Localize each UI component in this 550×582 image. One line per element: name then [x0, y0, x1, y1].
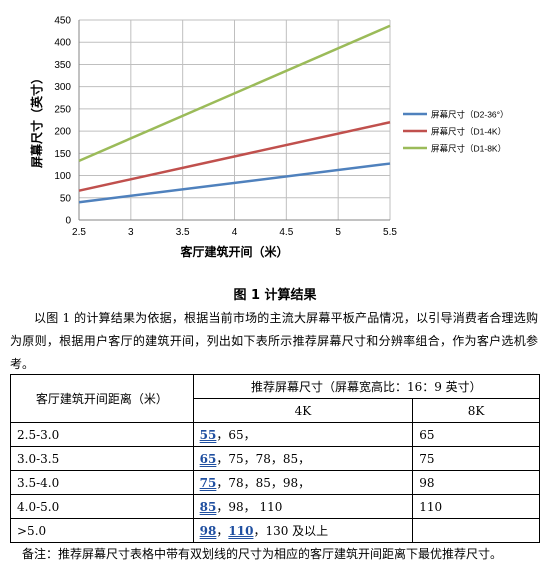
- distance-cell: 4.0-5.0: [10, 494, 194, 519]
- x-tick-label: 3.5: [176, 227, 190, 238]
- table-row: 4.0-5.0 85，98， 110 110: [10, 494, 540, 519]
- x-axis-title: 客厅建筑开间（米）: [179, 244, 288, 259]
- footnote: 备注：推荐屏幕尺寸表格中带有双划线的尺寸为相应的客厅建筑开间距离下最优推荐尺寸。: [22, 547, 503, 561]
- y-tick-label: 250: [54, 104, 71, 115]
- table-row: >5.0 98，110，130 及以上: [10, 518, 540, 543]
- figure-caption: 图 1 计算结果: [233, 288, 317, 303]
- legend-label: 屏幕尺寸（D2-36°）: [431, 110, 509, 120]
- table-row: 2.5-3.0 55，65， 65: [10, 422, 540, 447]
- sizes-8k-cell: 75: [412, 446, 540, 471]
- x-tick-label: 5: [335, 227, 341, 238]
- x-tick-label: 4: [232, 227, 238, 238]
- series-line: [78, 24, 391, 163]
- distance-cell: 2.5-3.0: [10, 422, 194, 447]
- y-tick-label: 100: [54, 171, 71, 182]
- distance-cell: 3.0-3.5: [10, 446, 194, 471]
- chart: 0 50 100 150 200 250 300 350 400 450 2.5 3 3.5 4 4.5 5 5…: [29, 16, 509, 260]
- table-body: 2.5-3.0 55，65， 65 3.0-3.5 65，75，78，85， 75 3.5-…: [10, 422, 540, 543]
- y-tick-label: 350: [54, 60, 71, 71]
- sizes-4k-cell: 55，65，: [192, 422, 414, 447]
- header-4k: 4K: [192, 398, 414, 423]
- x-tick-label: 4.5: [279, 227, 293, 238]
- sizes-4k-cell: 85，98， 110: [192, 494, 414, 519]
- series-line: [78, 162, 391, 204]
- sizes-4k-cell: 65，75，78，85，: [192, 446, 414, 471]
- x-tick-label: 2.5: [72, 227, 86, 238]
- legend-label: 屏幕尺寸（D1-8K）: [431, 144, 506, 154]
- y-tick-label: 0: [65, 216, 71, 227]
- best-size-link[interactable]: 65: [199, 452, 217, 466]
- best-size-link[interactable]: 55: [199, 428, 217, 442]
- header-recommended-size: 推荐屏幕尺寸（屏幕宽高比：16：9 英寸）: [192, 374, 541, 399]
- y-tick-label: 300: [54, 82, 71, 93]
- sizes-8k-cell: 98: [412, 470, 540, 495]
- table-row: 3.5-4.0 75，78，85，98， 98: [10, 470, 540, 495]
- legend-label: 屏幕尺寸（D1-4K）: [431, 127, 506, 137]
- y-axis-title: 屏幕尺寸（英寸）: [29, 72, 44, 169]
- y-tick-label: 400: [54, 38, 71, 49]
- table-row: 3.0-3.5 65，75，78，85， 75: [10, 446, 540, 471]
- y-tick-label: 150: [54, 149, 71, 160]
- body-paragraph: 以图 1 的计算结果为依据，根据当前市场的主流大屏幕平板产品情况，以引导消费者合…: [10, 311, 538, 371]
- y-tick-label: 450: [54, 16, 71, 27]
- y-tick-label: 200: [54, 127, 71, 138]
- best-size-link[interactable]: 110: [228, 524, 254, 538]
- distance-cell: 3.5-4.0: [10, 470, 194, 495]
- header-8k: 8K: [412, 398, 540, 423]
- best-size-link[interactable]: 85: [199, 500, 217, 514]
- best-size-link[interactable]: 98: [199, 524, 217, 538]
- x-tick-label: 3: [128, 227, 134, 238]
- recommendation-table: 客厅建筑开间距离（米） 推荐屏幕尺寸（屏幕宽高比：16：9 英寸） 4K 8K …: [10, 374, 541, 543]
- best-size-link[interactable]: 75: [199, 476, 217, 490]
- sizes-4k-cell: 98，110，130 及以上: [192, 518, 414, 543]
- header-distance: 客厅建筑开间距离（米）: [10, 374, 194, 423]
- y-tick-label: 50: [60, 193, 72, 204]
- series-line: [78, 121, 391, 192]
- sizes-8k-cell: [412, 518, 540, 543]
- x-tick-label: 5.5: [383, 227, 397, 238]
- sizes-4k-cell: 75，78，85，98，: [192, 470, 414, 495]
- sizes-8k-cell: 65: [412, 422, 540, 447]
- distance-cell: >5.0: [10, 518, 194, 543]
- sizes-8k-cell: 110: [412, 494, 540, 519]
